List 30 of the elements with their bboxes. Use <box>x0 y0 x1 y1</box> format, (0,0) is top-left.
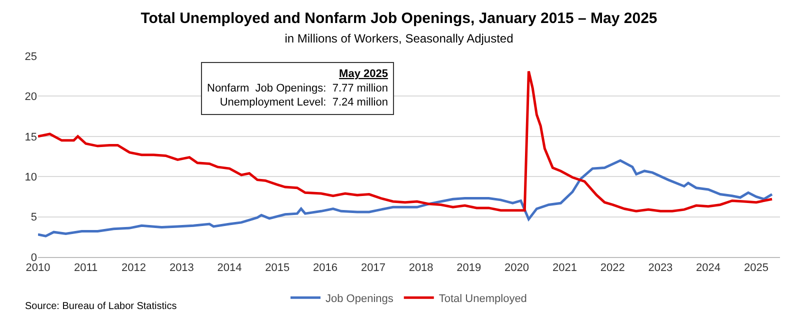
y-tick-label: 10 <box>24 171 37 184</box>
x-tick-label: 2011 <box>74 262 98 274</box>
annotation: May 2025 Nonfarm Job Openings: 7.77 million Unemployment Level: 7.24 million <box>207 68 388 109</box>
x-tick-label: 2023 <box>648 262 673 274</box>
x-tick-label: 2025 <box>744 262 769 274</box>
y-tick-label: 15 <box>24 131 37 144</box>
x-tick-label: 2016 <box>312 262 338 274</box>
chart-subtitle: in Millions of Workers, Seasonally Adjusted <box>284 31 514 46</box>
x-tick-label: 2021 <box>552 262 577 274</box>
x-tick-label: 2020 <box>504 262 529 274</box>
x-tick-label: 2015 <box>265 262 290 274</box>
y-tick-label: 0 <box>30 252 37 264</box>
line-series <box>38 159 774 238</box>
x-tick-label: 2010 <box>26 262 50 274</box>
x-tick-label: 2018 <box>408 262 434 274</box>
line-series <box>38 70 774 212</box>
x-tick-label: 2024 <box>696 262 721 274</box>
y-tick-label: 20 <box>24 91 37 104</box>
legend-label: Job Openings <box>326 292 394 305</box>
x-tick-label: 2012 <box>121 262 146 274</box>
chart-title: Total Unemployed and Nonfarm Job Openings, January 2015 – May 2025 <box>140 10 658 27</box>
legend-label: Total Unemployed <box>438 292 527 305</box>
x-tick-label: 2022 <box>600 262 625 274</box>
x-tick-label: 2013 <box>169 262 194 274</box>
x-tick-label: 2014 <box>217 262 242 274</box>
x-tick-label: 2017 <box>360 262 386 274</box>
x-tick-label: 2019 <box>456 262 482 274</box>
y-tick-label: 25 <box>24 50 37 63</box>
y-tick-label: 5 <box>30 212 37 224</box>
source-note: Source: Bureau of Labor Statistics <box>25 301 177 312</box>
